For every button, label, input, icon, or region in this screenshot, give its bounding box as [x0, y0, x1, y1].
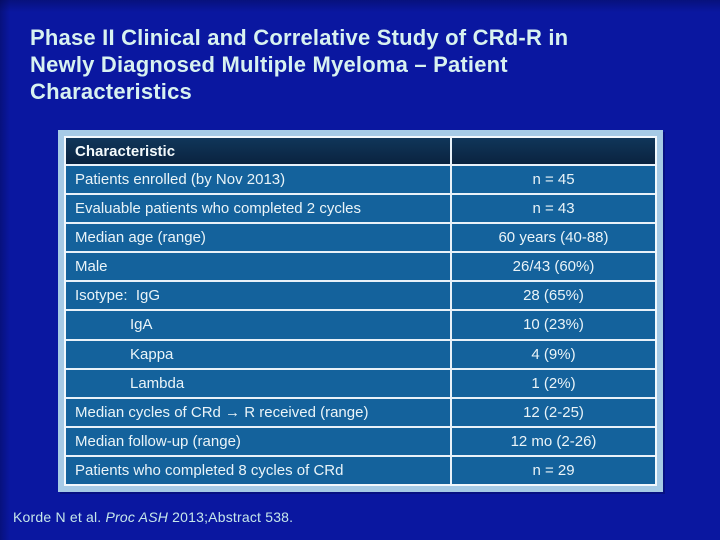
slide-title: Phase II Clinical and Correlative Study …: [30, 24, 670, 105]
table-row-value: 4 (9%): [452, 340, 655, 368]
table-row-value: 26/43 (60%): [452, 253, 655, 281]
characteristics-table: Characteristic Patients enrolled (by Nov…: [64, 136, 657, 486]
slide-title-line-3: Characteristics: [30, 79, 192, 104]
slide-title-line-2: Newly Diagnosed Multiple Myeloma – Patie…: [30, 52, 508, 77]
table-row-value: n = 43: [452, 195, 655, 223]
table-row-label: IgA: [66, 311, 450, 339]
table-row-value: 28 (65%): [452, 282, 655, 310]
table-row-label: Patients enrolled (by Nov 2013): [66, 166, 450, 194]
table-row-label: Evaluable patients who completed 2 cycle…: [66, 195, 450, 223]
table-row-label: Male: [66, 253, 450, 281]
table-row-label: Median cycles of CRd → R received (range…: [66, 398, 450, 426]
table-header-characteristic: Characteristic: [66, 138, 450, 164]
table-row-label: Median age (range): [66, 224, 450, 252]
table-header-value: [452, 138, 655, 164]
table-row-value: 10 (23%): [452, 311, 655, 339]
slide-title-line-1: Phase II Clinical and Correlative Study …: [30, 25, 569, 50]
table-row-label: Kappa: [66, 340, 450, 368]
table-row-value: n = 45: [452, 166, 655, 194]
table-row-value: 12 mo (2-26): [452, 427, 655, 455]
citation-authors: Korde N et al.: [13, 509, 106, 525]
table-row-value: n = 29: [452, 456, 655, 484]
table-row-label: Median follow-up (range): [66, 427, 450, 455]
table-row-label: Patients who completed 8 cycles of CRd: [66, 456, 450, 484]
table-row-value: 1 (2%): [452, 369, 655, 397]
table-row-label: Isotype: IgG: [66, 282, 450, 310]
citation-journal: Proc ASH: [105, 509, 169, 525]
citation: Korde N et al. Proc ASH 2013;Abstract 53…: [13, 509, 293, 525]
table-row-value: 12 (2-25): [452, 398, 655, 426]
citation-detail: 2013;Abstract 538.: [168, 509, 294, 525]
characteristics-table-frame: Characteristic Patients enrolled (by Nov…: [58, 130, 663, 492]
table-row-value: 60 years (40-88): [452, 224, 655, 252]
table-row-label: Lambda: [66, 369, 450, 397]
